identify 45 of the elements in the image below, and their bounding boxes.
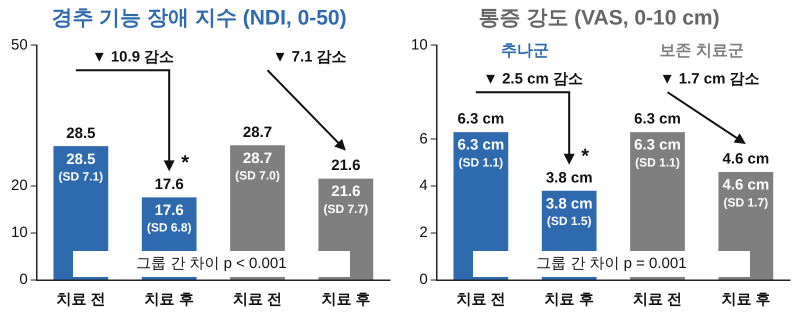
y-tick-label: 6 <box>419 130 428 148</box>
annotation: 6.3 cm (SD 1.1) <box>634 136 681 170</box>
chart-title: 통증 강도 (VAS, 0-10 cm) <box>478 6 720 30</box>
chart-title: 경추 기능 장애 지수 (NDI, 0-50) <box>51 6 347 30</box>
annotation: 28.5 (SD 7.1) <box>58 150 104 184</box>
annotation: 3.8 cm (SD 1.5) <box>546 195 593 228</box>
data-label: 21.6 <box>331 157 360 174</box>
annotation: ▼ 10.9 감소 <box>92 48 174 66</box>
annotation: 4.6 cm (SD 1.7) <box>722 176 770 210</box>
x-tick-label: 치료 후 <box>721 291 770 308</box>
annotation: 17.6 (SD 6.8) <box>146 202 192 235</box>
y-tick-label: 2 <box>419 224 428 242</box>
y-tick-label: 50 <box>10 36 28 54</box>
data-label: 17.6 <box>154 176 184 193</box>
x-tick-label: 치료 후 <box>144 291 194 308</box>
x-tick-label: 치료 후 <box>321 291 370 308</box>
y-tick-label: 0 <box>19 271 28 288</box>
annotation: ▼ 2.5 cm 감소 <box>483 70 583 88</box>
y-tick-label: 10 <box>10 224 28 242</box>
annotation: ▼ 7.1 감소 <box>272 48 347 66</box>
note-box: 그룹 간 차이 p < 0.001 <box>72 251 350 277</box>
y-tick-label: 4 <box>419 177 428 194</box>
text: 보존 치료군 <box>659 42 744 60</box>
x-tick-label: 치료 전 <box>56 291 106 308</box>
y-tick-label: 20 <box>10 177 28 194</box>
x-tick-label: 치료 전 <box>232 291 282 308</box>
data-label: 28.5 <box>66 124 96 142</box>
annotation: 6.3 cm (SD 1.1) <box>457 136 504 170</box>
x-tick-label: 치료 전 <box>456 291 506 308</box>
note-box: 그룹 간 차이 p = 0.001 <box>472 251 750 277</box>
annotation: 28.7 (SD 7.0) <box>235 150 280 183</box>
annotation: ▼ 1.7 cm 감소 <box>660 70 760 88</box>
data-label: 3.8 cm <box>546 169 593 186</box>
y-tick-label: 0 <box>419 271 428 288</box>
annotation: * <box>581 145 590 168</box>
annotation: * <box>181 152 190 174</box>
annotation: 21.6 (SD 7.7) <box>323 183 368 216</box>
text: 추나군 <box>501 42 550 60</box>
data-label: 6.3 cm <box>457 110 504 128</box>
data-label: 28.7 <box>242 124 272 141</box>
data-label: 4.6 cm <box>722 150 770 168</box>
x-tick-label: 치료 후 <box>544 291 594 308</box>
data-label: 6.3 cm <box>634 110 681 128</box>
y-tick-label: 10 <box>410 36 428 54</box>
x-tick-label: 치료 전 <box>632 291 682 308</box>
